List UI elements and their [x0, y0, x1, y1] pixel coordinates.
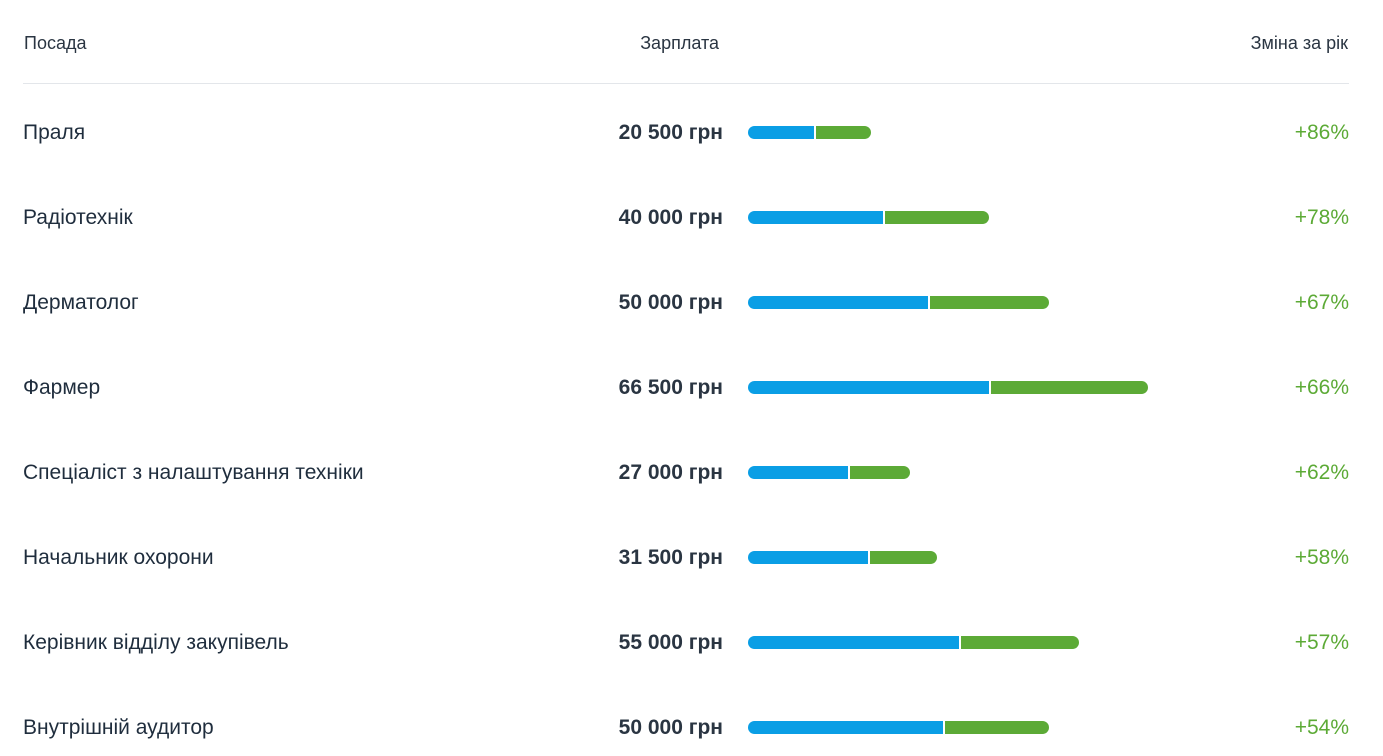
growth-segment	[885, 211, 989, 224]
salary-value: 40 000 грн	[618, 206, 723, 229]
table-row[interactable]: Керівник відділу закупівель 55 000 грн +57…	[23, 623, 1349, 663]
position-title: Праля	[23, 121, 86, 144]
salary-growth-bar	[748, 211, 989, 224]
bar-separator	[867, 551, 870, 564]
growth-segment	[816, 126, 872, 139]
salary-growth-bar	[748, 721, 1049, 734]
salary-value: 31 500 грн	[618, 546, 723, 569]
table-row[interactable]: Спеціаліст з налаштування техніки 27 000 …	[23, 453, 1349, 493]
position-title: Дерматолог	[23, 291, 139, 314]
position-title: Радіотехнік	[23, 206, 133, 229]
salary-value: 66 500 грн	[618, 376, 723, 399]
bar-separator	[943, 721, 946, 734]
change-percent: +57%	[1294, 631, 1349, 654]
position-title: Начальник охорони	[23, 546, 214, 569]
bar-separator	[988, 381, 991, 394]
bar-separator	[814, 126, 817, 139]
previous-salary-segment	[748, 381, 989, 394]
salary-growth-bar	[748, 551, 938, 564]
previous-salary-segment	[748, 466, 849, 479]
salary-value: 50 000 грн	[618, 716, 723, 739]
change-percent: +67%	[1294, 291, 1349, 314]
position-title: Керівник відділу закупівель	[23, 631, 289, 654]
change-percent: +66%	[1294, 376, 1349, 399]
salary-growth-bar	[748, 296, 1049, 309]
change-percent: +86%	[1294, 121, 1349, 144]
salary-value: 27 000 грн	[618, 461, 723, 484]
growth-segment	[945, 721, 1049, 734]
bar-separator	[848, 466, 851, 479]
bar-separator	[958, 636, 961, 649]
bar-separator	[883, 211, 886, 224]
bar-separator	[928, 296, 931, 309]
salary-value: 55 000 грн	[618, 631, 723, 654]
column-header-position[interactable]: Посада	[24, 33, 87, 53]
salary-growth-bar	[748, 126, 872, 139]
position-title: Фармер	[23, 376, 101, 399]
growth-segment	[850, 466, 911, 479]
table-row[interactable]: Внутрішній аудитор 50 000 грн +54%	[23, 708, 1349, 748]
salary-value: 20 500 грн	[618, 121, 723, 144]
table-row[interactable]: Дерматолог 50 000 грн +67%	[23, 283, 1349, 323]
previous-salary-segment	[748, 551, 868, 564]
table-row[interactable]: Начальник охорони 31 500 грн +58%	[23, 538, 1349, 578]
table-row[interactable]: Радіотехнік 40 000 грн +78%	[23, 198, 1349, 238]
table-row[interactable]: Фармер 66 500 грн +66%	[23, 368, 1349, 408]
table-row[interactable]: Праля 20 500 грн +86%	[23, 113, 1349, 153]
growth-segment	[990, 381, 1148, 394]
position-title: Спеціаліст з налаштування техніки	[23, 461, 364, 484]
salary-growth-bar	[748, 636, 1079, 649]
salary-growth-bar	[748, 466, 911, 479]
previous-salary-segment	[748, 211, 884, 224]
column-header-change[interactable]: Зміна за рік	[1250, 33, 1348, 53]
change-percent: +58%	[1294, 546, 1349, 569]
column-header-salary[interactable]: Зарплата	[640, 33, 719, 53]
previous-salary-segment	[748, 126, 815, 139]
growth-segment	[930, 296, 1049, 309]
change-percent: +62%	[1294, 461, 1349, 484]
table-header: Посада Зарплата Зміна за рік	[23, 0, 1349, 84]
salary-growth-bar	[748, 381, 1148, 394]
change-percent: +54%	[1294, 716, 1349, 739]
previous-salary-segment	[748, 296, 929, 309]
previous-salary-segment	[748, 636, 959, 649]
previous-salary-segment	[748, 721, 944, 734]
salary-value: 50 000 грн	[618, 291, 723, 314]
change-percent: +78%	[1294, 206, 1349, 229]
growth-segment	[960, 636, 1079, 649]
growth-segment	[869, 551, 938, 564]
position-title: Внутрішній аудитор	[23, 716, 214, 739]
